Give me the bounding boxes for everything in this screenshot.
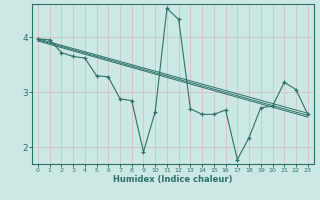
X-axis label: Humidex (Indice chaleur): Humidex (Indice chaleur) — [113, 175, 233, 184]
